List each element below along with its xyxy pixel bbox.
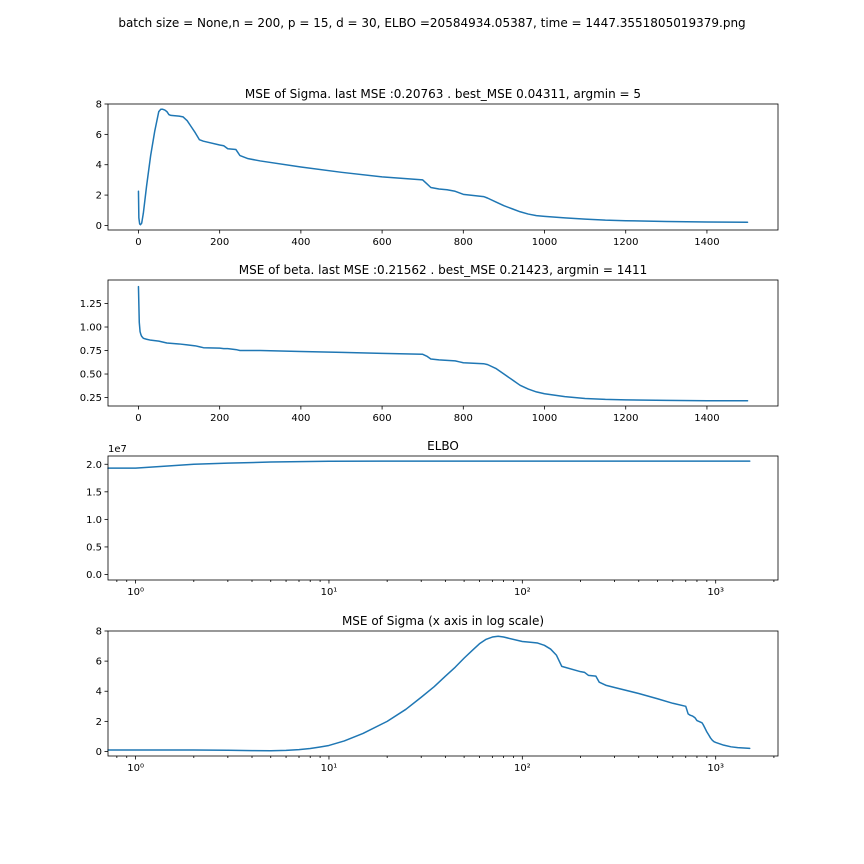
series-line-beta-linear [137, 285, 749, 402]
chart-title-elbo-log: ELBO [427, 439, 459, 453]
x-tick-label: 1400 [694, 413, 719, 424]
x-tick-label: 600 [373, 237, 392, 248]
y-tick-label: 0 [96, 221, 102, 232]
y-offset-label: 1e7 [108, 444, 127, 455]
y-tick-label: 1.0 [86, 515, 102, 526]
y-tick-label: 0 [96, 747, 102, 758]
x-tick-label: 200 [210, 413, 229, 424]
x-tick-label: 0 [135, 237, 141, 248]
x-tick-label: 10² [514, 763, 531, 774]
y-tick-label: 6 [96, 657, 102, 668]
chart-sigma-log: MSE of Sigma (x axis in log scale) 10⁰ 10¹… [96, 614, 779, 774]
y-tick-label: 0.75 [80, 346, 102, 357]
chart-title-sigma-log: MSE of Sigma (x axis in log scale) [342, 614, 544, 628]
x-tick-label: 10³ [707, 763, 724, 774]
y-tick-label: 1.5 [86, 487, 102, 498]
x-tick-label: 10⁰ [127, 763, 144, 774]
chart-beta-linear: MSE of beta. last MSE :0.21562 . best_MS… [80, 263, 779, 424]
x-tick-label: 1400 [694, 237, 719, 248]
y-tick-label: 2 [96, 717, 102, 728]
x-tick-label: 400 [291, 413, 310, 424]
y-tick-label: 1.25 [80, 299, 102, 310]
x-tick-label: 10² [514, 587, 531, 598]
series-line-elbo-log [107, 460, 751, 469]
y-tick-label: 4 [96, 687, 102, 698]
series-line-sigma-linear [137, 108, 749, 226]
y-tick-label: 2.0 [86, 460, 102, 471]
y-tick-label: 4 [96, 160, 102, 171]
y-tick-label: 6 [96, 130, 102, 141]
y-tick-label: 8 [96, 100, 102, 111]
x-tick-label: 1000 [532, 237, 557, 248]
chart-title-sigma-linear: MSE of Sigma. last MSE :0.20763 . best_M… [245, 87, 641, 101]
y-tick-label: 2 [96, 191, 102, 202]
chart-sigma-linear: MSE of Sigma. last MSE :0.20763 . best_M… [96, 87, 779, 248]
y-tick-label: 8 [96, 627, 102, 638]
x-tick-label: 0 [135, 413, 141, 424]
figure-suptitle: batch size = None,n = 200, p = 15, d = 3… [118, 16, 745, 30]
chart-panels: MSE of Sigma. last MSE :0.20763 . best_M… [80, 87, 779, 774]
x-tick-label: 400 [291, 237, 310, 248]
x-tick-label: 10³ [707, 587, 724, 598]
axes-frame-sigma-log [107, 630, 779, 757]
x-tick-label: 200 [210, 237, 229, 248]
x-tick-label: 10¹ [321, 763, 338, 774]
chart-title-beta-linear: MSE of beta. last MSE :0.21562 . best_MS… [239, 263, 648, 277]
x-tick-label: 10¹ [321, 587, 338, 598]
x-tick-label: 1000 [532, 413, 557, 424]
x-tick-label: 600 [373, 413, 392, 424]
y-tick-label: 0.0 [86, 570, 102, 581]
x-tick-label: 1200 [613, 413, 638, 424]
axes-frame-sigma-linear [107, 103, 779, 231]
y-tick-label: 0.25 [80, 393, 102, 404]
x-tick-label: 800 [454, 413, 473, 424]
axes-frame-elbo-log [107, 455, 779, 581]
axes-frame-beta-linear [107, 279, 779, 407]
x-tick-label: 800 [454, 237, 473, 248]
series-line-sigma-log [107, 635, 751, 752]
x-tick-label: 10⁰ [127, 587, 144, 598]
x-tick-label: 1200 [613, 237, 638, 248]
chart-elbo-log: ELBO 10⁰ 10¹ 10² 10³ 0.0 0.5 1.0 1.5 2.0 1e7 [86, 439, 779, 598]
y-tick-label: 0.50 [80, 370, 102, 381]
y-tick-label: 0.5 [86, 542, 102, 553]
y-tick-label: 1.00 [80, 323, 102, 334]
